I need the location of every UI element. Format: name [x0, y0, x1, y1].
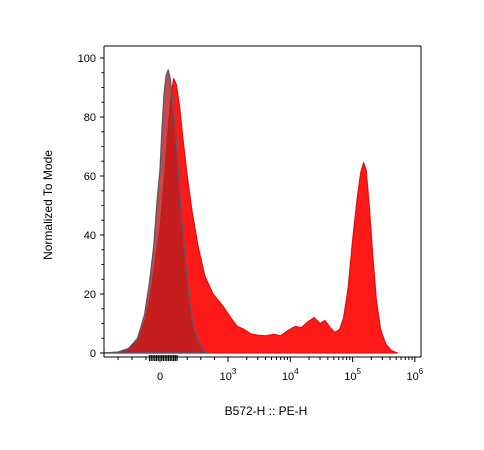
y-tick-label: 60 [84, 171, 96, 183]
series-layer [103, 69, 398, 354]
y-tick-label: 100 [78, 53, 96, 65]
y-tick-label: 80 [84, 112, 96, 124]
x-axis-title: B572-H :: PE-H [225, 404, 308, 418]
y-tick-label: 0 [90, 348, 96, 360]
histogram-series-2 [103, 69, 210, 354]
y-tick-label: 20 [84, 289, 96, 301]
y-axis-title: Normalized To Mode [41, 150, 55, 260]
y-tick-label: 40 [84, 230, 96, 242]
x-tick-label: 0 [157, 371, 163, 383]
